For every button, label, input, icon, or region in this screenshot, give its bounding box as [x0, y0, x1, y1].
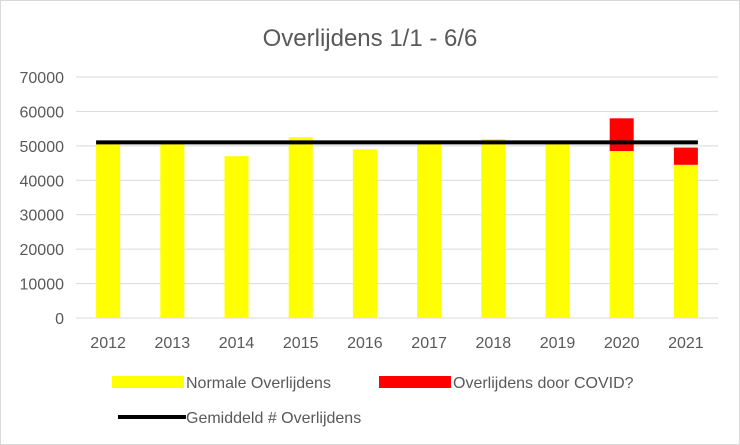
x-tick-label: 2013 — [155, 335, 191, 352]
legend-normal-label: Normale Overlijdens — [186, 375, 331, 392]
y-tick-label: 50000 — [20, 139, 65, 156]
bar-normal-2017 — [417, 142, 442, 318]
bar-covid-2021 — [673, 147, 698, 165]
bar-normal-2014 — [224, 156, 249, 318]
x-tick-label: 2016 — [347, 335, 383, 352]
x-tick-label: 2019 — [540, 335, 576, 352]
chart-title: Overlijdens 1/1 - 6/6 — [263, 25, 478, 52]
legend-average-label: Gemiddeld # Overlijdens — [186, 410, 361, 427]
x-tick-label: 2017 — [411, 335, 447, 352]
y-tick-label: 70000 — [20, 70, 65, 87]
bar-normal-2018 — [481, 138, 506, 318]
y-tick-label: 0 — [55, 311, 64, 328]
legend-normal-swatch — [112, 376, 184, 388]
y-tick-label: 10000 — [20, 277, 65, 294]
x-tick-label: 2015 — [283, 335, 319, 352]
bar-covid-2020 — [609, 118, 634, 152]
x-axis-ticks: 2012 2013 2014 2015 2016 2017 2018 2019 2020 2021 — [90, 335, 703, 352]
bar-normal-2013 — [160, 142, 185, 318]
bar-normal-2020 — [609, 151, 634, 318]
bar-normal-2015 — [288, 137, 313, 318]
x-tick-label: 2012 — [90, 335, 126, 352]
bar-normal-2012 — [96, 142, 121, 318]
y-tick-label: 60000 — [20, 104, 65, 121]
legend-covid-swatch — [379, 376, 451, 388]
x-tick-label: 2018 — [476, 335, 512, 352]
y-tick-label: 40000 — [20, 173, 65, 190]
legend-covid-label: Overlijdens door COVID? — [453, 375, 634, 392]
y-tick-label: 30000 — [20, 208, 65, 225]
y-tick-label: 20000 — [20, 242, 65, 259]
bar-normal-2016 — [352, 149, 377, 318]
x-tick-label: 2014 — [219, 335, 255, 352]
y-axis-ticks: 0 10000 20000 30000 40000 50000 60000 70000 — [20, 70, 65, 328]
bar-normal-2019 — [545, 144, 570, 318]
bars — [96, 118, 698, 318]
x-tick-label: 2020 — [604, 335, 640, 352]
x-tick-label: 2021 — [668, 335, 704, 352]
bar-normal-2021 — [673, 164, 698, 318]
legend: Normale Overlijdens Overlijdens door COVI… — [112, 375, 634, 427]
